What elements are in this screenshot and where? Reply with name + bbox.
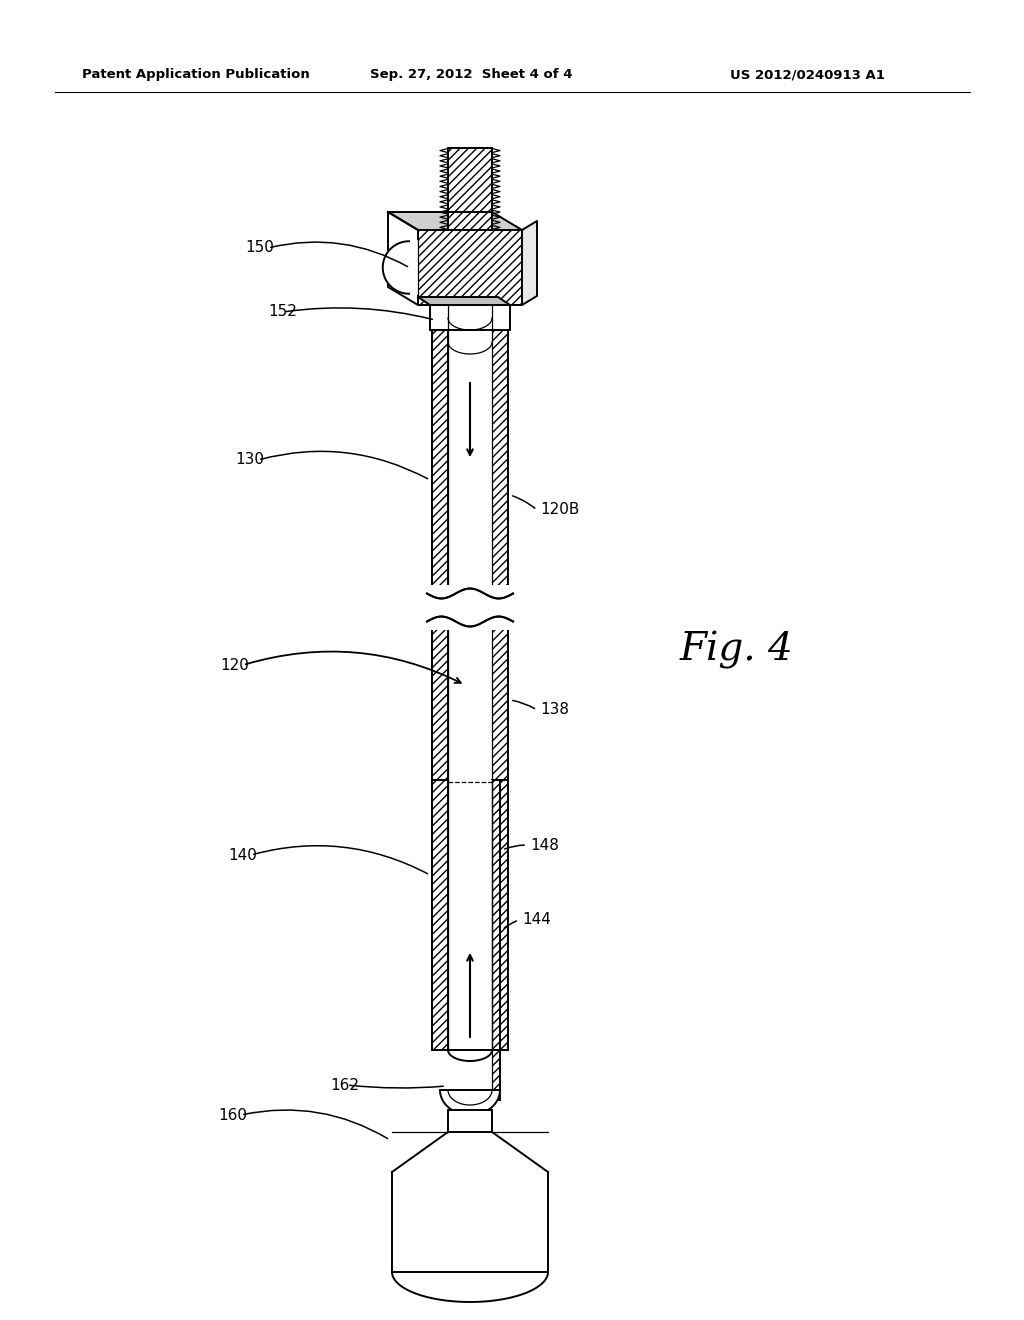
Bar xyxy=(432,330,449,590)
Bar xyxy=(449,148,492,230)
Polygon shape xyxy=(388,213,522,230)
Text: 144: 144 xyxy=(522,912,551,928)
Text: 130: 130 xyxy=(234,453,264,467)
Bar xyxy=(449,624,492,780)
Text: 160: 160 xyxy=(218,1107,247,1122)
Bar xyxy=(449,330,492,590)
Bar xyxy=(432,624,449,780)
Text: Patent Application Publication: Patent Application Publication xyxy=(82,69,309,81)
Polygon shape xyxy=(392,1272,548,1302)
Text: Sep. 27, 2012  Sheet 4 of 4: Sep. 27, 2012 Sheet 4 of 4 xyxy=(370,69,572,81)
Polygon shape xyxy=(418,297,510,305)
Polygon shape xyxy=(449,1049,492,1061)
Polygon shape xyxy=(388,213,418,305)
Bar xyxy=(422,585,518,630)
Text: 148: 148 xyxy=(530,837,559,853)
Polygon shape xyxy=(383,240,418,294)
Bar xyxy=(492,780,500,1100)
Text: 162: 162 xyxy=(330,1077,359,1093)
Text: 120B: 120B xyxy=(540,503,580,517)
Bar xyxy=(492,330,508,590)
Text: 150: 150 xyxy=(245,240,273,256)
Bar xyxy=(432,780,449,1049)
Bar xyxy=(430,305,510,330)
Text: 120: 120 xyxy=(220,657,249,672)
Text: 140: 140 xyxy=(228,847,257,862)
Text: 152: 152 xyxy=(268,305,297,319)
Text: 138: 138 xyxy=(540,702,569,718)
Bar xyxy=(449,1110,492,1133)
Text: US 2012/0240913 A1: US 2012/0240913 A1 xyxy=(730,69,885,81)
Polygon shape xyxy=(440,1090,500,1115)
Bar xyxy=(449,780,492,1049)
Bar xyxy=(492,780,508,1049)
Polygon shape xyxy=(522,220,537,305)
Bar xyxy=(449,780,492,1119)
Bar xyxy=(418,230,522,305)
Bar xyxy=(492,624,508,780)
Text: Fig. 4: Fig. 4 xyxy=(680,631,794,669)
